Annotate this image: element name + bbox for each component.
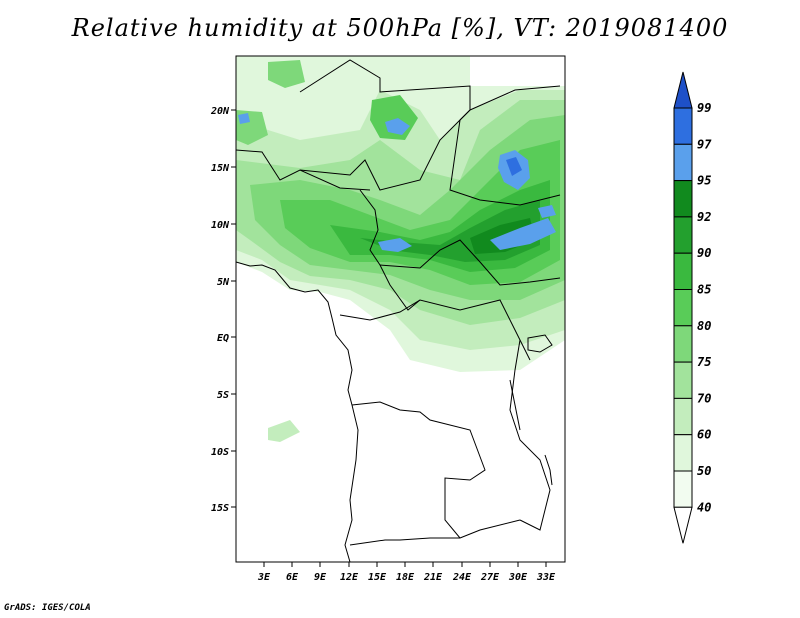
colorbar-segment <box>673 506 693 544</box>
colorbar-label: 50 <box>697 464 711 478</box>
colorbar-label: 75 <box>697 355 711 369</box>
lat-label: EQ <box>217 333 229 344</box>
colorbar-segment <box>673 216 693 254</box>
lat-label: 20N <box>210 106 230 117</box>
chart-title: Relative humidity at 500hPa [%], VT: 201… <box>71 14 729 42</box>
humidity-blob-97-northwest <box>238 113 250 124</box>
colorbar: 99 97 95 92 90 85 80 75 70 60 50 40 <box>673 71 712 544</box>
lat-label: 5N <box>217 277 230 288</box>
lon-axis: 3E 6E 9E 12E 15E 18E 21E 24E 27E 30E 33E <box>257 562 556 583</box>
lat-axis: 20N 15N 10N 5N EQ 5S 10S 15S <box>210 106 236 514</box>
border-west-1 <box>235 149 371 191</box>
coastline <box>235 261 359 563</box>
humidity-blob-97-central <box>378 238 412 252</box>
humidity-blob-97-far-east <box>538 205 556 218</box>
humidity-field <box>236 56 565 442</box>
colorbar-label: 40 <box>697 500 711 514</box>
border-north-1 <box>299 59 471 191</box>
colorbar-segment <box>673 107 693 145</box>
lat-label: 5S <box>217 390 229 401</box>
humidity-blob-97-north <box>385 118 410 135</box>
lat-label: 15N <box>211 163 230 174</box>
colorbar-label: 60 <box>697 428 711 442</box>
colorbar-segment <box>673 252 693 290</box>
lake-malawi <box>544 454 553 486</box>
lon-label: 18E <box>396 572 415 583</box>
colorbar-label: 92 <box>697 210 711 224</box>
boundaries <box>235 59 561 563</box>
humidity-patch-north <box>268 60 305 88</box>
border-south-3 <box>349 537 460 546</box>
border-east-2 <box>469 85 561 111</box>
colorbar-label: 80 <box>697 319 711 333</box>
lon-label: 3E <box>257 572 271 583</box>
colorbar-label: 95 <box>697 174 711 188</box>
humidity-blob-99-east <box>506 157 522 176</box>
colorbar-label: 97 <box>697 137 712 151</box>
colorbar-label: 99 <box>697 101 711 115</box>
colorbar-labels: 99 97 95 92 90 85 80 75 70 60 50 40 <box>697 101 712 514</box>
colorbar-segment <box>673 71 693 109</box>
lat-label: 15S <box>211 503 229 514</box>
humidity-blob-97-east-south <box>490 218 556 250</box>
colorbar-label: 85 <box>697 283 711 297</box>
credit-text: GrADS: IGES/COLA <box>4 603 91 613</box>
colorbar-segment <box>673 289 693 327</box>
colorbar-label: 90 <box>697 246 711 260</box>
lon-label: 33E <box>536 572 556 583</box>
lon-label: 30E <box>508 572 528 583</box>
lon-label: 21E <box>423 572 443 583</box>
humidity-patch-southwest <box>268 420 300 442</box>
lon-label: 15E <box>368 572 387 583</box>
colorbar-segment <box>673 143 693 182</box>
border-central-2 <box>379 239 561 286</box>
lon-label: 27E <box>480 572 500 583</box>
border-central-1 <box>359 189 421 311</box>
colorbar-segment <box>673 434 693 472</box>
colorbar-segments <box>673 71 693 544</box>
colorbar-segment <box>673 361 693 399</box>
colorbar-segment <box>673 397 693 436</box>
lat-label: 10N <box>211 220 230 231</box>
colorbar-segment <box>673 180 693 218</box>
border-south-1 <box>339 299 531 361</box>
colorbar-label: 70 <box>697 391 711 405</box>
lon-label: 6E <box>286 572 299 583</box>
lon-label: 12E <box>340 572 359 583</box>
lon-label: 24E <box>452 572 472 583</box>
lat-label: 10S <box>211 447 229 458</box>
border-south-2 <box>351 401 521 539</box>
lake-victoria <box>527 334 553 353</box>
colorbar-segment <box>673 470 693 508</box>
border-southeast-1 <box>509 339 551 531</box>
lon-label: 9E <box>314 572 327 583</box>
plot-frame <box>235 55 566 563</box>
lake-tanganyika <box>509 379 521 431</box>
border-east-1 <box>449 109 561 206</box>
colorbar-segment <box>673 325 693 363</box>
